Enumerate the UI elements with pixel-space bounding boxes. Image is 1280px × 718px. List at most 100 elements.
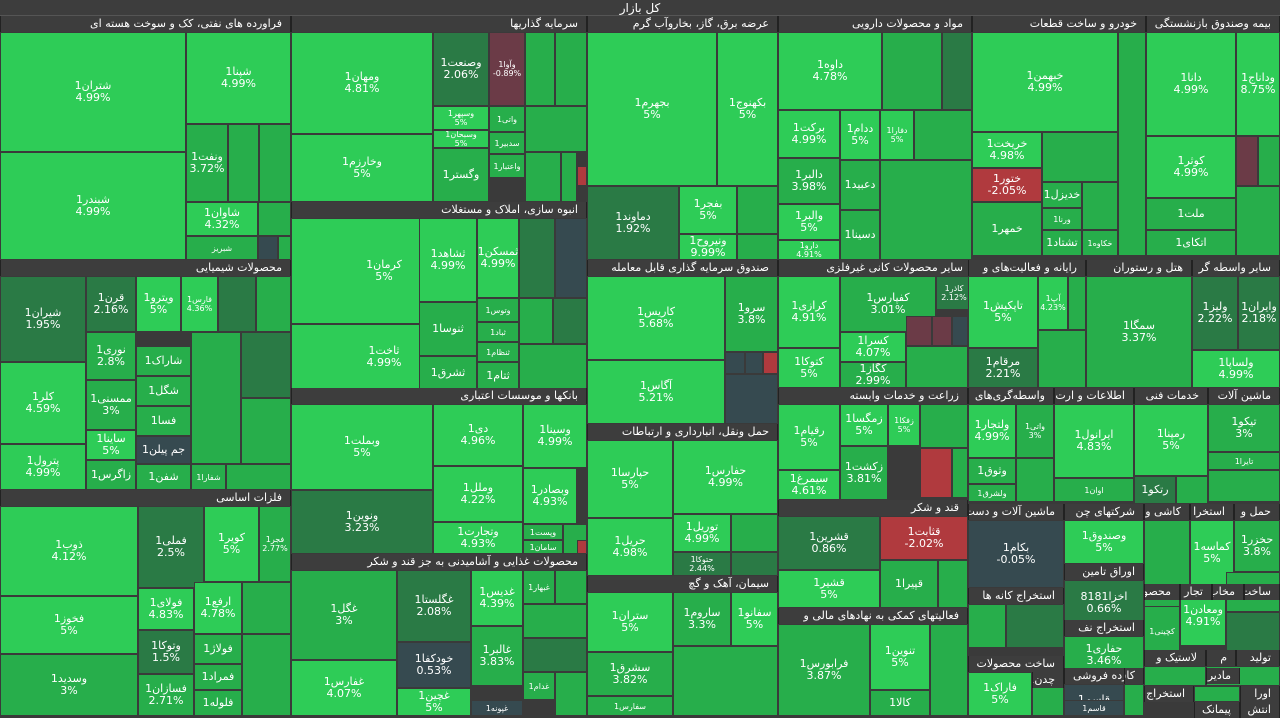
stock-cell[interactable]: فخوز1 5% (0, 596, 138, 654)
stock-cell[interactable]: وپست1 (523, 524, 563, 540)
stock-cell[interactable]: قرن1 2.16% (86, 276, 136, 332)
stock-cell[interactable] (1144, 666, 1206, 686)
stock-cell[interactable]: خدیزل1 (1042, 182, 1082, 208)
stock-cell[interactable]: سیمرغ1 4.61% (778, 470, 840, 500)
stock-cell[interactable] (737, 234, 778, 260)
sector-header[interactable]: مخاب (1212, 584, 1244, 600)
stock-cell[interactable]: شگل1 (136, 376, 191, 406)
stock-cell[interactable]: حپارسا1 5% (587, 440, 673, 518)
stock-cell[interactable]: غگلستا1 2.08% (397, 570, 471, 642)
stock-cell[interactable] (938, 560, 968, 608)
stock-cell[interactable] (1118, 32, 1146, 256)
stock-cell[interactable]: خمهر1 (972, 202, 1042, 256)
stock-cell[interactable] (1038, 330, 1086, 388)
stock-cell[interactable]: سفانو1 5% (731, 592, 778, 646)
stock-cell[interactable]: وسپهر1 5% (433, 106, 489, 130)
stock-cell[interactable] (737, 186, 778, 234)
stock-cell[interactable]: والبر1 5% (778, 204, 840, 240)
stock-cell[interactable]: ساروم1 3.3% (673, 592, 731, 646)
stock-cell[interactable]: شاراک1 (136, 346, 191, 376)
stock-cell[interactable]: وملل1 4.22% (433, 466, 523, 522)
stock-cell[interactable]: غفارس1 4.07% (291, 660, 397, 716)
stock-cell[interactable]: زاگرس1 (86, 460, 136, 490)
stock-cell[interactable] (519, 218, 555, 298)
stock-cell[interactable] (1208, 470, 1280, 502)
sector-header[interactable]: بیمه وصندوق بازنشستگی (1146, 16, 1280, 32)
stock-cell[interactable] (1194, 686, 1240, 702)
stock-cell[interactable] (1082, 182, 1118, 230)
stock-cell[interactable]: نوری1 2.8% (86, 332, 136, 380)
stock-cell[interactable]: قثابت1 -2.02% (880, 516, 968, 560)
stock-cell[interactable]: وآوا1 -0.89% (489, 32, 525, 106)
stock-cell[interactable]: زکشت1 3.81% (840, 446, 888, 500)
stock-cell[interactable]: وتوکا1 1.5% (138, 630, 194, 674)
stock-cell[interactable]: وخارزم1 5% (291, 134, 433, 202)
sector-header[interactable]: ساخت محصولات (968, 656, 1064, 672)
stock-cell[interactable]: داوه1 4.78% (778, 32, 882, 110)
stock-cell[interactable]: وتجارت1 4.93% (433, 522, 523, 554)
stock-cell[interactable]: تشتاد1 (1042, 230, 1082, 256)
stock-cell[interactable]: وصندوق1 5% (1064, 520, 1144, 564)
stock-cell[interactable]: توریل1 4.99% (673, 514, 731, 552)
stock-cell[interactable]: ونوین1 3.23% (291, 490, 433, 554)
stock-cell[interactable]: قشرین1 0.86% (778, 516, 880, 570)
stock-cell[interactable]: شیران1 1.95% (0, 276, 86, 362)
stock-cell[interactable]: ویترو1 5% (136, 276, 181, 332)
stock-cell[interactable] (731, 552, 778, 576)
stock-cell[interactable]: حخزر1 3.8% (1234, 520, 1280, 572)
stock-cell[interactable]: ختور1 -2.05% (972, 168, 1042, 202)
stock-cell[interactable]: ساینا1 5% (86, 430, 136, 460)
stock-cell[interactable] (968, 604, 1006, 648)
sector-header[interactable]: لاستیک و (1144, 650, 1206, 666)
stock-cell[interactable]: ولتجار1 4.99% (968, 404, 1016, 458)
stock-cell[interactable]: رمپنا1 5% (1134, 404, 1208, 476)
stock-cell[interactable]: ثشاهد1 4.99% (419, 218, 477, 302)
stock-cell[interactable]: فرابورس1 3.87% (778, 624, 870, 716)
stock-cell[interactable]: وسینا1 4.99% (523, 404, 587, 468)
stock-cell[interactable] (242, 634, 291, 716)
stock-cell[interactable]: قشیر1 5% (778, 570, 880, 608)
stock-cell[interactable]: کاریس1 5.68% (587, 276, 725, 360)
stock-cell[interactable]: واتی1 (489, 106, 525, 132)
stock-cell[interactable] (952, 448, 968, 498)
stock-cell[interactable]: شفن1 (136, 464, 191, 490)
stock-cell[interactable]: ونفت1 3.72% (186, 124, 228, 202)
stock-cell[interactable] (745, 352, 763, 374)
stock-cell[interactable]: خبهمن1 4.99% (972, 32, 1118, 132)
stock-cell[interactable]: خریخت1 4.98% (972, 132, 1042, 168)
sector-header[interactable]: استخراج نف (1064, 620, 1144, 636)
sector-header[interactable]: پیمانک (1194, 702, 1240, 718)
sector-header[interactable]: عرضه برق، گاز، بخاروآب گرم (587, 16, 778, 32)
stock-cell[interactable]: سمگا1 3.37% (1086, 276, 1192, 388)
stock-cell[interactable]: غبهار1 (523, 570, 555, 604)
stock-cell[interactable]: شبریز (186, 236, 258, 260)
sector-header[interactable]: حمل و (1234, 504, 1280, 520)
stock-cell[interactable] (553, 298, 587, 344)
stock-cell[interactable] (577, 540, 587, 554)
stock-cell[interactable]: اوان1 (1054, 478, 1134, 502)
stock-cell[interactable] (555, 218, 587, 298)
stock-cell[interactable] (1124, 684, 1144, 716)
stock-cell[interactable]: فارس1 4.36% (181, 276, 218, 332)
stock-cell[interactable]: ارفع1 4.78% (194, 582, 242, 634)
stock-cell[interactable]: جم پیلن1 (136, 436, 191, 464)
sector-header[interactable]: رایانه و فعالیت‌های و (968, 260, 1086, 276)
stock-cell[interactable] (561, 152, 577, 202)
stock-cell[interactable]: شپنا1 4.99% (186, 32, 291, 124)
stock-cell[interactable] (1226, 612, 1280, 652)
stock-cell[interactable] (226, 464, 291, 490)
stock-cell[interactable] (882, 32, 942, 110)
stock-cell[interactable] (241, 398, 291, 464)
sector-header[interactable]: اطلاعات و ارت (1054, 388, 1134, 404)
stock-cell[interactable]: کفپارس1 3.01% (840, 276, 936, 332)
stock-cell[interactable]: آپ1 4.23% (1038, 276, 1068, 330)
stock-cell[interactable]: ایرانول1 4.83% (1054, 404, 1134, 478)
stock-cell[interactable]: شاوان1 4.32% (186, 202, 258, 236)
stock-cell[interactable] (920, 448, 952, 498)
stock-cell[interactable] (1236, 136, 1258, 186)
stock-cell[interactable] (525, 106, 587, 152)
stock-cell[interactable]: غدیس1 4.39% (471, 570, 523, 626)
stock-cell[interactable]: بکام1 -0.05% (968, 520, 1064, 588)
sector-header[interactable]: مادیرا1 (1206, 668, 1240, 684)
stock-cell[interactable] (906, 316, 932, 346)
